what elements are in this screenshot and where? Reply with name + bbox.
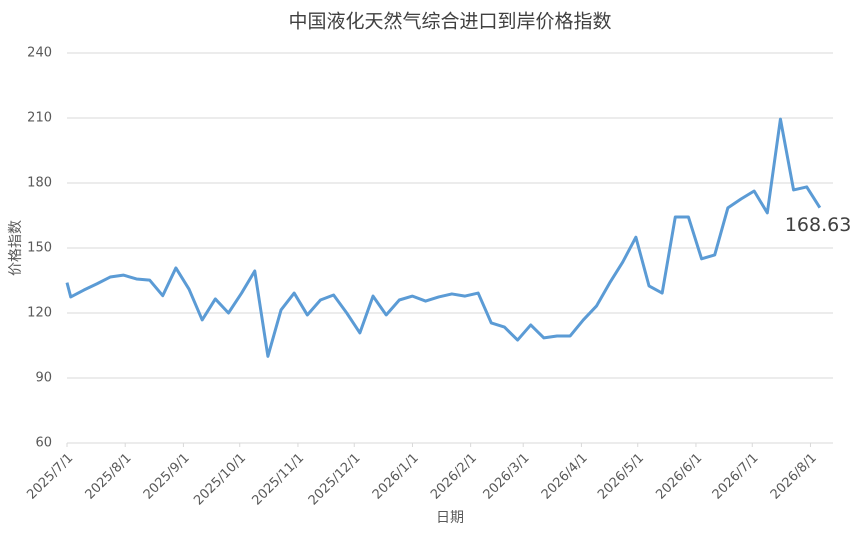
x-tick-label: 2026/8/1 — [768, 451, 820, 503]
x-tick-label: 2025/12/1 — [306, 451, 364, 509]
y-tick-label: 240 — [27, 46, 52, 61]
y-tick-label: 150 — [27, 241, 52, 256]
y-tick-label: 60 — [35, 436, 52, 451]
x-tick-label: 2025/8/1 — [83, 451, 135, 503]
x-tick-label: 2026/5/1 — [595, 451, 647, 503]
chart-title: 中国液化天然气综合进口到岸价格指数 — [288, 11, 611, 33]
y-tick-label: 90 — [35, 371, 52, 386]
y-tick-label: 120 — [27, 306, 52, 321]
x-tick-label: 2026/4/1 — [539, 451, 591, 503]
x-axis-title: 日期 — [436, 510, 464, 526]
last-value-label: 168.63 — [785, 214, 851, 236]
y-tick-label: 210 — [27, 111, 52, 126]
x-tick-label: 2026/1/1 — [370, 451, 422, 503]
x-tick-label: 2026/2/1 — [428, 451, 480, 503]
y-axis-title: 价格指数 — [8, 220, 24, 276]
x-tick-label: 2026/3/1 — [481, 451, 533, 503]
data-line — [65, 117, 822, 358]
x-tick-label: 2025/9/1 — [141, 451, 193, 503]
x-tick-label: 2026/6/1 — [653, 451, 705, 503]
y-tick-label: 180 — [27, 176, 52, 191]
x-tick-label: 2025/7/1 — [24, 451, 76, 503]
x-tick-label: 2025/11/1 — [249, 451, 307, 509]
x-tick-label: 2025/10/1 — [191, 451, 249, 509]
x-tick-label: 2026/7/1 — [710, 451, 762, 503]
